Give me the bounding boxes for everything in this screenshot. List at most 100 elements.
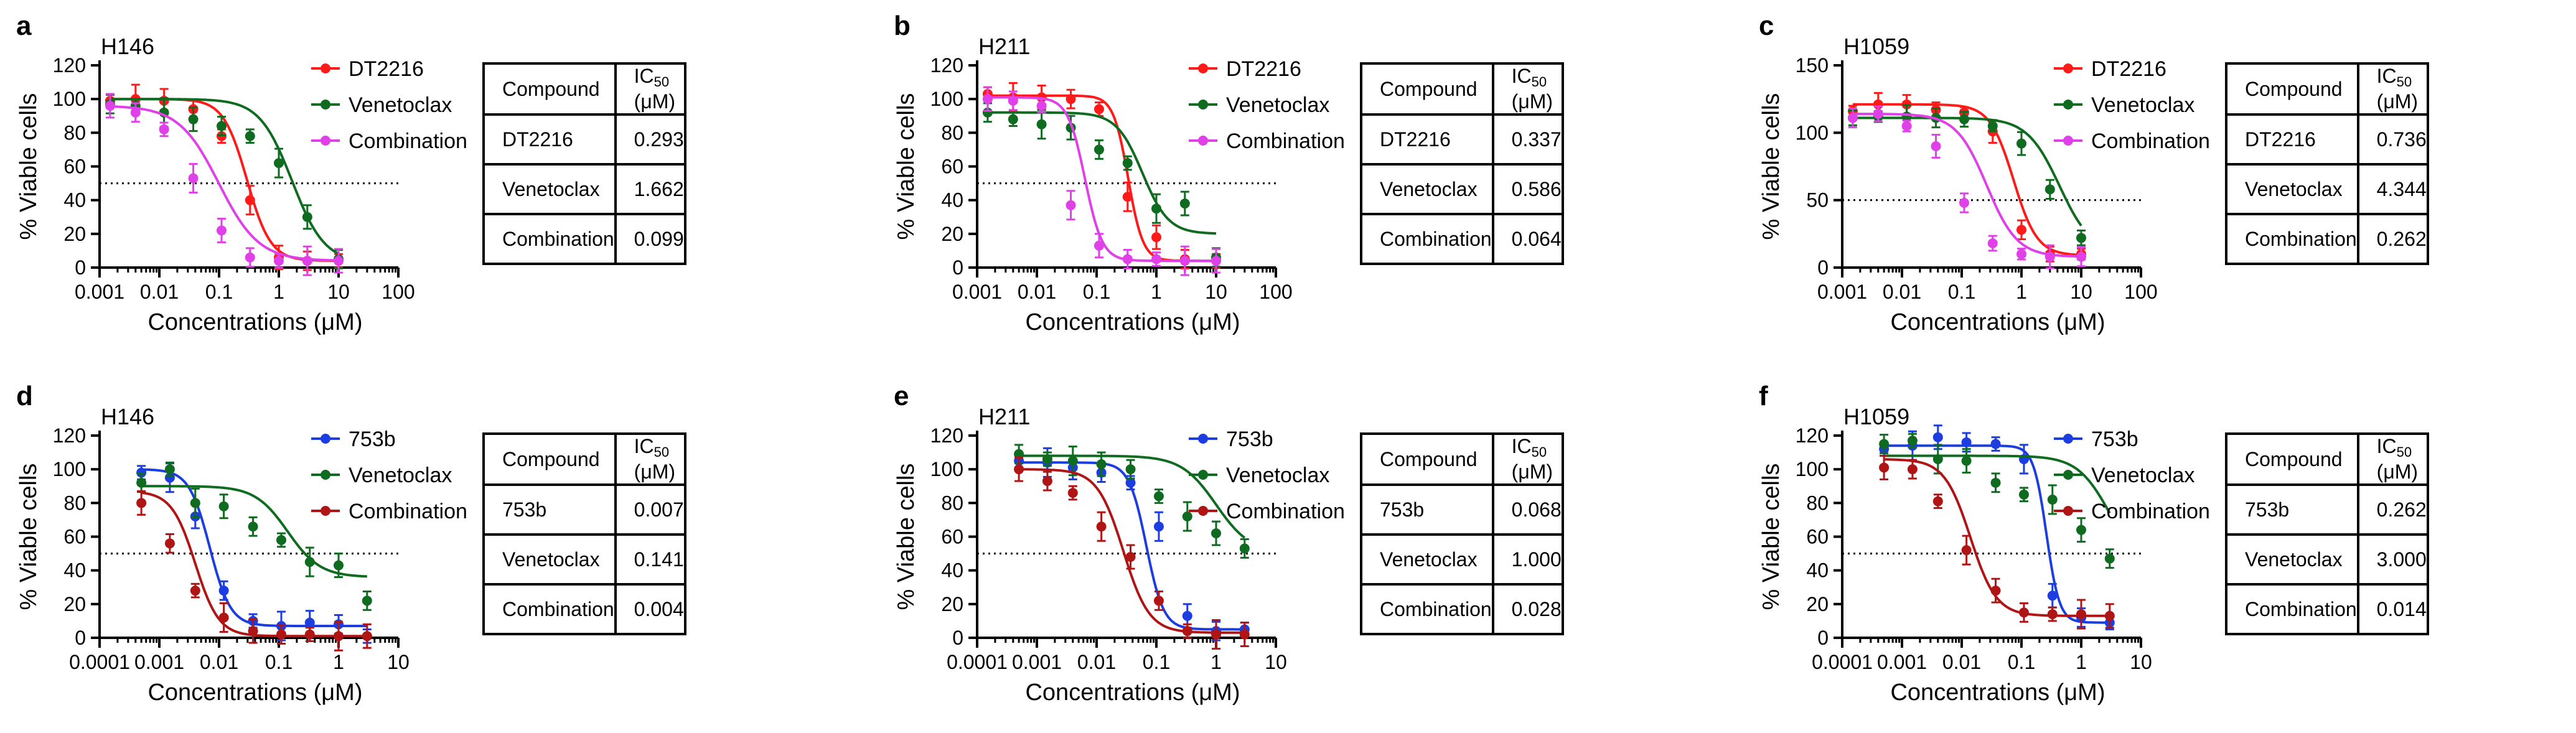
data-point <box>2047 609 2058 620</box>
data-point <box>1042 454 1052 464</box>
ic50-value-cell: 0.014 <box>2356 583 2429 635</box>
series-venetoclax <box>1879 432 2115 569</box>
data-point <box>1179 198 1190 209</box>
compound-cell: Combination <box>1360 213 1494 265</box>
x-tick-label: 100 <box>2124 281 2157 303</box>
legend-label: DT2216 <box>1226 57 1301 81</box>
ic50-value-cell: 0.586 <box>1491 163 1564 215</box>
data-point <box>1122 158 1133 169</box>
data-point <box>334 560 344 571</box>
data-point <box>2016 225 2026 235</box>
x-axis-label: Concentrations (μM) <box>148 309 362 335</box>
panel-letter: b <box>894 11 911 41</box>
legend-label: 753b <box>349 427 396 451</box>
data-point <box>1987 238 1998 248</box>
fit-curve <box>141 468 367 627</box>
x-tick-label: 1 <box>1151 281 1162 303</box>
x-tick-label: 0.1 <box>1083 281 1110 303</box>
dose-response-chart: H146 0 20 40 60 80 100 120 0.001 0.01 0.1 1 10 100 Con… <box>16 34 467 335</box>
data-point <box>164 464 175 475</box>
data-point <box>304 557 315 567</box>
table-row: Venetoclax 4.344 <box>2225 163 2429 215</box>
compound-cell: DT2216 <box>2225 113 2359 166</box>
legend-item: Combination <box>2054 500 2210 523</box>
y-axis-label: % Viable cells <box>1758 464 1784 610</box>
ic50-table: Compound IC50 (μM) 753b 0.007 Venetoclax 0.14… <box>482 432 686 635</box>
data-point <box>105 101 115 111</box>
data-point <box>362 631 372 642</box>
data-point <box>2104 610 2115 621</box>
data-point <box>1094 104 1104 114</box>
legend-marker <box>2063 136 2073 146</box>
data-point <box>164 538 175 549</box>
legend-label: 753b <box>2091 427 2138 451</box>
y-tick-label: 20 <box>941 223 963 245</box>
series-combination <box>1014 456 1250 650</box>
data-point <box>130 107 141 118</box>
table-header-row: Compound IC50 (μM) <box>1360 432 1564 486</box>
y-tick-label: 40 <box>63 189 86 212</box>
data-point <box>1042 476 1052 487</box>
y-tick-label: 40 <box>63 559 86 582</box>
data-point <box>2076 233 2086 243</box>
ic50-table: Compound IC50 (μM) DT2216 0.337 Venetoclax 0.… <box>1360 62 1564 265</box>
y-tick-label: 120 <box>930 424 963 447</box>
ic50-unit: (μM) <box>1511 460 1553 483</box>
data-point <box>245 252 255 263</box>
table-row: DT2216 0.293 <box>482 113 686 166</box>
y-tick-label: 150 <box>1796 54 1829 77</box>
fit-curve <box>987 111 1217 235</box>
compound-cell: Combination <box>1360 583 1494 635</box>
legend-marker <box>1198 434 1208 444</box>
data-point <box>1125 552 1136 562</box>
panel-letter: c <box>1759 11 1774 41</box>
ic50-unit: (μM) <box>1511 90 1553 113</box>
data-point <box>1961 455 1972 466</box>
chart-title: H211 <box>978 404 1030 429</box>
data-point <box>1151 254 1161 264</box>
data-point <box>1153 595 1164 606</box>
table-header-row: Compound IC50 (μM) <box>2225 62 2429 116</box>
data-point <box>2016 138 2026 149</box>
data-point <box>216 121 227 131</box>
y-tick-label: 0 <box>75 627 86 649</box>
data-point <box>1932 496 1943 507</box>
legend-item: Venetoclax <box>2054 464 2194 487</box>
compound-cell: Venetoclax <box>2225 163 2359 215</box>
ic50-value-cell: 0.293 <box>614 113 686 166</box>
compound-cell: Combination <box>2225 583 2359 635</box>
data-point <box>1239 629 1250 640</box>
header-compound: Compound <box>1360 432 1494 486</box>
data-point <box>274 158 284 169</box>
table-row: Combination 0.262 <box>2225 213 2429 265</box>
legend-label: Combination <box>1226 129 1345 153</box>
data-point <box>276 535 286 545</box>
header-compound: Compound <box>482 62 617 116</box>
table-row: Combination 0.028 <box>1360 583 1564 635</box>
legend-item: Venetoclax <box>311 464 452 487</box>
legend-item: 753b <box>2054 427 2138 451</box>
data-point <box>1879 462 1890 473</box>
legend-marker <box>1198 63 1208 73</box>
x-axis-label: Concentrations (μM) <box>1890 679 2105 706</box>
data-point <box>1125 464 1136 475</box>
dose-response-chart: H211 0 20 40 60 80 100 120 0.0001 0.001 0.01 0.1 1 10… <box>893 404 1345 706</box>
legend-item: Venetoclax <box>311 93 452 117</box>
x-tick-label: 0.001 <box>1012 651 1062 673</box>
data-point <box>2018 489 2029 500</box>
legend-label: Combination <box>2091 129 2210 153</box>
legend-item: 753b <box>1189 427 1273 451</box>
data-point <box>136 477 147 488</box>
x-tick-label: 0.01 <box>1883 281 1921 303</box>
data-point <box>188 114 199 124</box>
series-combination <box>1847 105 2086 269</box>
ic50-value-cell: 0.262 <box>2356 483 2429 536</box>
y-tick-label: 0 <box>952 256 963 279</box>
ic50-subscript: 50 <box>1531 444 1547 460</box>
compound-cell: Combination <box>2225 213 2359 265</box>
fit-curve <box>1019 468 1245 634</box>
compound-cell: Venetoclax <box>1360 163 1494 215</box>
ic50-table: Compound IC50 (μM) DT2216 0.293 Venetoclax 1.… <box>482 62 686 265</box>
legend-item: Venetoclax <box>1189 464 1329 487</box>
y-tick-label: 100 <box>53 88 86 110</box>
